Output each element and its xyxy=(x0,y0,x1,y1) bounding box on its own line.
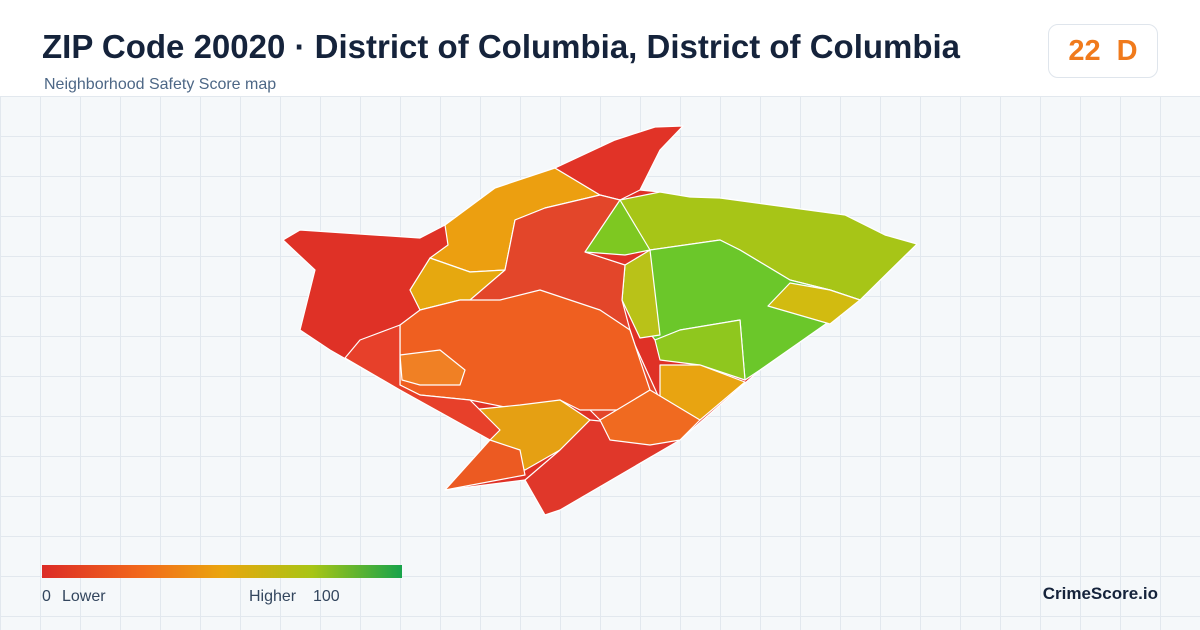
legend-max: 100 xyxy=(313,588,340,605)
legend-gradient xyxy=(42,565,402,578)
subtitle: Neighborhood Safety Score map xyxy=(44,76,277,93)
score-value: 22 xyxy=(1068,34,1101,67)
title: ZIP Code 20020 · District of Columbia, D… xyxy=(42,28,961,65)
header xyxy=(0,0,1200,96)
legend-min-label: Lower xyxy=(62,588,106,605)
legend-min: 0 xyxy=(42,588,51,605)
neighborhood xyxy=(444,439,526,491)
neighborhood xyxy=(767,282,861,325)
score-grade: D xyxy=(1116,34,1138,67)
score-badge: 22 D xyxy=(1048,24,1158,78)
neighborhood xyxy=(344,324,501,441)
neighborhood xyxy=(399,349,466,386)
neighborhood xyxy=(599,389,701,446)
legend-max-label: Higher xyxy=(249,588,297,605)
brand: CrimeScore.io xyxy=(1042,584,1158,603)
neighborhood xyxy=(654,319,746,381)
